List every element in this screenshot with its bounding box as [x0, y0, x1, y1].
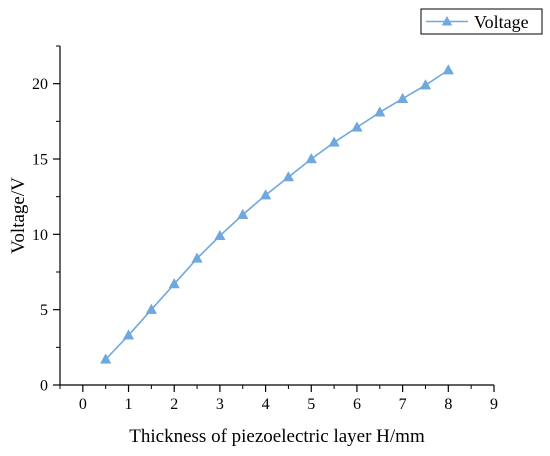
x-tick-label: 8 — [444, 396, 452, 413]
y-tick-label: 10 — [32, 227, 48, 244]
y-tick-label: 0 — [40, 378, 48, 395]
x-tick-label: 2 — [170, 396, 178, 413]
voltage-data-point — [305, 152, 317, 164]
voltage-data-point — [419, 79, 432, 90]
voltage-data-point — [145, 303, 158, 314]
voltage-series-line — [105, 69, 449, 360]
legend-triangle-marker — [441, 16, 453, 26]
x-tick-label: 5 — [307, 396, 315, 413]
voltage-data-point — [328, 136, 340, 147]
voltage-data-point — [100, 353, 112, 364]
x-tick-label: 0 — [79, 396, 87, 413]
voltage-data-point — [122, 329, 135, 340]
plot-area — [100, 64, 454, 364]
y-tick-label: 5 — [40, 302, 48, 319]
x-tick-label: 4 — [262, 396, 270, 413]
voltage-data-point — [351, 121, 363, 132]
x-tick-label: 1 — [125, 396, 133, 413]
voltage-data-point — [442, 64, 454, 75]
x-tick-label: 7 — [399, 396, 407, 413]
voltage-data-point — [374, 106, 386, 117]
x-tick-label: 9 — [490, 396, 498, 413]
voltage-data-point — [168, 278, 180, 289]
axes: 0 1 2 3 4 5 6 7 8 9 0 5 10 15 20 — [32, 45, 498, 413]
x-axis-title: Thickness of piezoelectric layer H/mm — [129, 426, 425, 447]
x-tick-label: 3 — [216, 396, 224, 413]
legend: Voltage — [420, 8, 543, 35]
voltage-data-point — [259, 189, 272, 200]
y-tick-label: 20 — [32, 76, 48, 93]
x-tick-label: 6 — [353, 396, 361, 413]
y-axis-title: Voltage/V — [8, 177, 29, 254]
voltage-data-point — [282, 171, 295, 182]
y-tick-label: 15 — [32, 152, 48, 169]
legend-label-voltage: Voltage — [474, 12, 529, 32]
voltage-data-point — [237, 208, 249, 219]
voltage-data-point — [396, 92, 409, 103]
voltage-data-point — [191, 252, 203, 263]
voltage-data-point — [214, 229, 226, 241]
